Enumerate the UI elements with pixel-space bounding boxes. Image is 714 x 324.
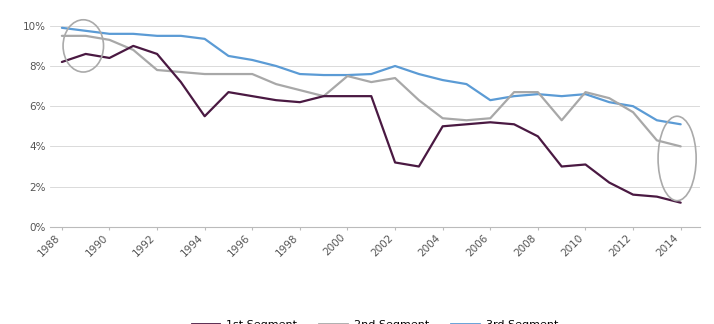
Legend: 1st Segment, 2nd Segment, 3rd Segment: 1st Segment, 2nd Segment, 3rd Segment — [187, 315, 563, 324]
